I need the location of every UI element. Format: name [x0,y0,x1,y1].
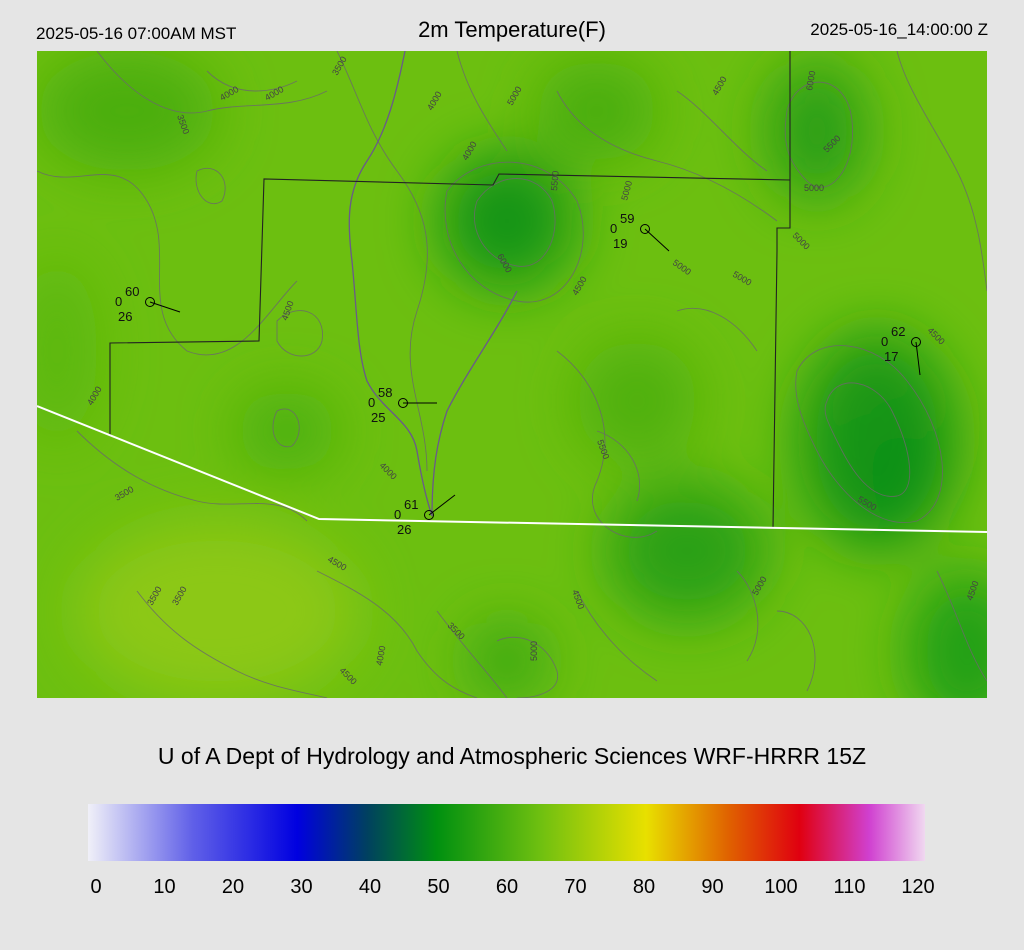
station-dewpoint: 17 [884,349,898,364]
colorbar-tick-label: 10 [153,876,176,898]
colorbar-tick-label: 70 [564,876,587,898]
colorbar-tick-label: 20 [221,876,245,898]
colorbar-tick-label: 30 [290,876,313,898]
contour-label: 6000 [804,70,817,91]
station-precip: 0 [881,334,888,349]
wind-barb [644,228,670,252]
station-circle [424,510,434,520]
contour-label: 5000 [529,641,539,661]
contour-label: 5500 [549,170,561,191]
station-temperature: 60 [125,284,139,299]
station-circle [145,297,155,307]
colorbar-tick-label: 100 [764,876,798,898]
colorbar-tick-label: 120 [901,876,935,898]
station-dewpoint: 19 [613,236,627,251]
wind-barb [915,341,921,376]
rivers [348,51,518,517]
station-temperature: 58 [378,385,392,400]
contour-label: 4000 [374,645,387,666]
station-precip: 0 [394,507,401,522]
wind-barb [149,301,181,313]
station-circle [640,224,650,234]
station-dewpoint: 25 [371,410,385,425]
state-border [37,405,987,533]
temperature-field [37,51,987,698]
colorbar-tick-label: 90 [701,876,724,898]
valid-time-label: 2025-05-16_14:00:00 Z [810,20,988,39]
station-precip: 0 [610,221,617,236]
county-borders [109,51,791,529]
station-temperature: 62 [891,324,905,339]
station-circle [911,337,921,347]
map-title: 2m Temperature(F) [418,17,606,42]
local-time-label: 2025-05-16 07:00AM MST [36,24,237,43]
station-precip: 0 [115,294,122,309]
colorbar-tick-label: 60 [495,876,519,898]
station-dewpoint: 26 [118,309,132,324]
contour-label: 5000 [804,183,824,193]
station-precip: 0 [368,395,375,410]
wind-barb [428,494,456,516]
station-dewpoint: 26 [397,522,411,537]
colorbar-tick-label: 0 [90,876,102,898]
station-temperature: 61 [404,497,418,512]
station-temperature: 59 [620,211,634,226]
temperature-colorbar [88,804,925,861]
colorbar-tick-label: 50 [427,876,450,898]
footer-credit: U of A Dept of Hydrology and Atmospheric… [157,743,867,769]
colorbar-tick-label: 110 [833,876,866,898]
colorbar-tick-label: 80 [632,876,656,898]
colorbar-tick-label: 40 [358,876,382,898]
